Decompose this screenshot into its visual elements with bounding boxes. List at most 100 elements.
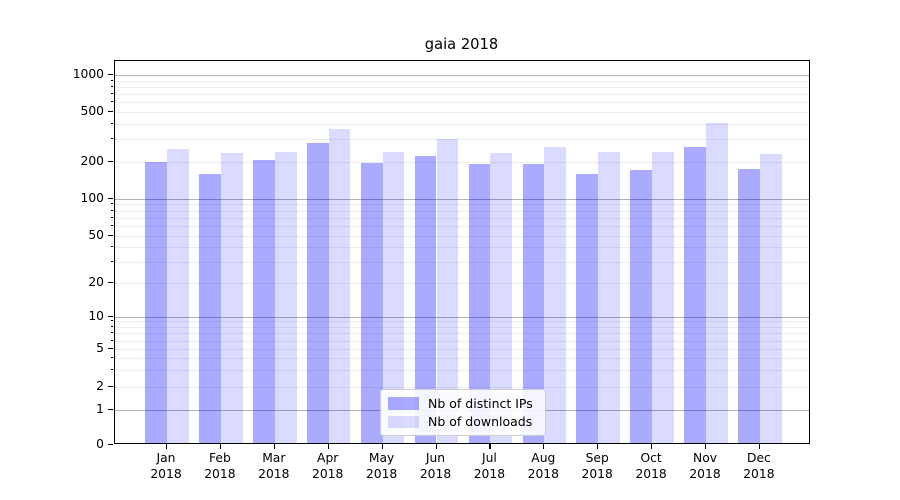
y-axis-tick-label: 0 xyxy=(96,436,104,451)
gridline-minor xyxy=(114,86,809,88)
x-tick-mark xyxy=(651,444,653,449)
y-minor-tick-mark xyxy=(110,100,113,102)
bar-distinct-ips xyxy=(468,164,491,443)
plot-area xyxy=(113,59,810,444)
y-tick-mark xyxy=(108,409,113,411)
chart-title: gaia 2018 xyxy=(424,36,499,53)
gridline-minor xyxy=(114,210,809,212)
y-minor-tick-mark xyxy=(110,79,113,81)
legend-item-distinct-ips: Nb of distinct IPs xyxy=(388,396,539,411)
legend-swatch-ips-icon xyxy=(388,397,419,410)
y-minor-tick-mark xyxy=(110,320,113,322)
gridline-minor xyxy=(114,370,809,372)
gridline-major xyxy=(114,198,809,200)
gridline-minor xyxy=(114,226,809,228)
y-minor-tick-mark xyxy=(110,203,113,205)
gridline-minor xyxy=(114,236,809,237)
legend-item-downloads: Nb of downloads xyxy=(388,414,539,429)
gridline-minor xyxy=(114,93,809,95)
bar-distinct-ips xyxy=(360,162,383,443)
x-tick-mark xyxy=(758,444,761,449)
y-minor-tick-mark xyxy=(110,92,113,94)
x-tick-mark xyxy=(273,444,275,449)
x-tick-mark xyxy=(705,444,707,449)
y-tick-mark xyxy=(108,348,113,350)
gridline-minor xyxy=(114,327,809,328)
y-minor-tick-mark xyxy=(110,209,113,211)
x-axis-tick-label: Apr 2018 xyxy=(312,451,344,481)
legend: Nb of distinct IPs Nb of downloads xyxy=(380,389,546,436)
bar-downloads xyxy=(652,151,674,443)
x-axis-tick-label: Mar 2018 xyxy=(258,451,290,481)
y-minor-tick-mark xyxy=(110,246,113,248)
x-tick-mark xyxy=(597,444,599,449)
gridline-minor xyxy=(114,333,809,335)
y-axis-tick-label: 200 xyxy=(80,153,104,168)
gridline-major xyxy=(114,75,809,76)
bar-distinct-ips xyxy=(145,161,167,443)
gridline-minor xyxy=(114,349,809,350)
x-axis-tick-label: Aug 2018 xyxy=(527,451,559,481)
x-axis-tick-label: Jun 2018 xyxy=(419,451,452,481)
y-tick-mark xyxy=(108,235,113,237)
legend-label-downloads: Nb of downloads xyxy=(428,414,533,430)
x-tick-mark xyxy=(166,444,168,449)
x-tick-mark xyxy=(327,444,329,449)
bar-downloads xyxy=(328,129,351,443)
y-minor-tick-mark xyxy=(110,85,113,87)
gridline-minor xyxy=(114,161,809,163)
y-minor-tick-mark xyxy=(110,216,113,218)
y-minor-tick-mark xyxy=(110,138,113,140)
bar-distinct-ips xyxy=(576,173,599,443)
bar-distinct-ips xyxy=(684,147,706,443)
x-axis-tick-label: Feb 2018 xyxy=(204,451,236,481)
bar-downloads xyxy=(706,122,728,443)
gridline-major xyxy=(114,316,809,318)
gridline-minor xyxy=(114,262,809,264)
gridline-minor xyxy=(114,101,809,103)
x-tick-mark xyxy=(435,444,437,449)
x-tick-mark xyxy=(489,444,491,449)
x-axis-tick-label: Sep 2018 xyxy=(581,451,613,481)
y-minor-tick-mark xyxy=(110,261,113,263)
gridline-minor xyxy=(114,387,809,388)
x-axis-tick-label: May 2018 xyxy=(365,451,398,481)
y-minor-tick-mark xyxy=(110,369,113,371)
y-tick-mark xyxy=(108,282,113,284)
x-axis-tick-label: Nov 2018 xyxy=(689,451,721,481)
y-tick-mark xyxy=(108,315,113,317)
bar-downloads xyxy=(598,152,620,443)
bar-distinct-ips xyxy=(414,156,437,443)
bar-downloads xyxy=(220,153,243,443)
bar-distinct-ips xyxy=(738,169,760,443)
y-minor-tick-mark xyxy=(110,332,113,334)
y-minor-tick-mark xyxy=(110,339,113,341)
y-minor-tick-mark xyxy=(110,225,113,227)
bar-distinct-ips xyxy=(630,169,653,443)
x-tick-mark xyxy=(219,444,222,449)
y-tick-mark xyxy=(108,110,113,112)
y-minor-tick-mark xyxy=(110,122,113,124)
bar-distinct-ips xyxy=(306,143,329,443)
y-minor-tick-mark xyxy=(110,326,113,327)
y-axis-tick-label: 20 xyxy=(88,275,104,289)
bar-downloads xyxy=(490,153,513,443)
y-tick-mark xyxy=(108,443,113,445)
gridline-minor xyxy=(114,123,809,125)
gridline-minor xyxy=(114,358,809,360)
x-tick-mark xyxy=(543,444,545,449)
gridline-minor xyxy=(114,139,809,141)
bar-downloads xyxy=(544,147,567,443)
y-axis-tick-label: 500 xyxy=(80,103,104,118)
bar-distinct-ips xyxy=(253,159,275,443)
x-axis-tick-label: Jul 2018 xyxy=(473,451,506,481)
x-axis-tick-label: Oct 2018 xyxy=(635,451,667,481)
bar-downloads xyxy=(436,138,459,443)
y-tick-mark xyxy=(108,386,113,388)
legend-label-ips: Nb of distinct IPs xyxy=(428,395,533,411)
y-axis-tick-label: 5 xyxy=(96,341,104,355)
bar-distinct-ips xyxy=(522,164,545,443)
y-axis-tick-label: 1 xyxy=(96,402,104,416)
bar-distinct-ips xyxy=(199,173,221,443)
